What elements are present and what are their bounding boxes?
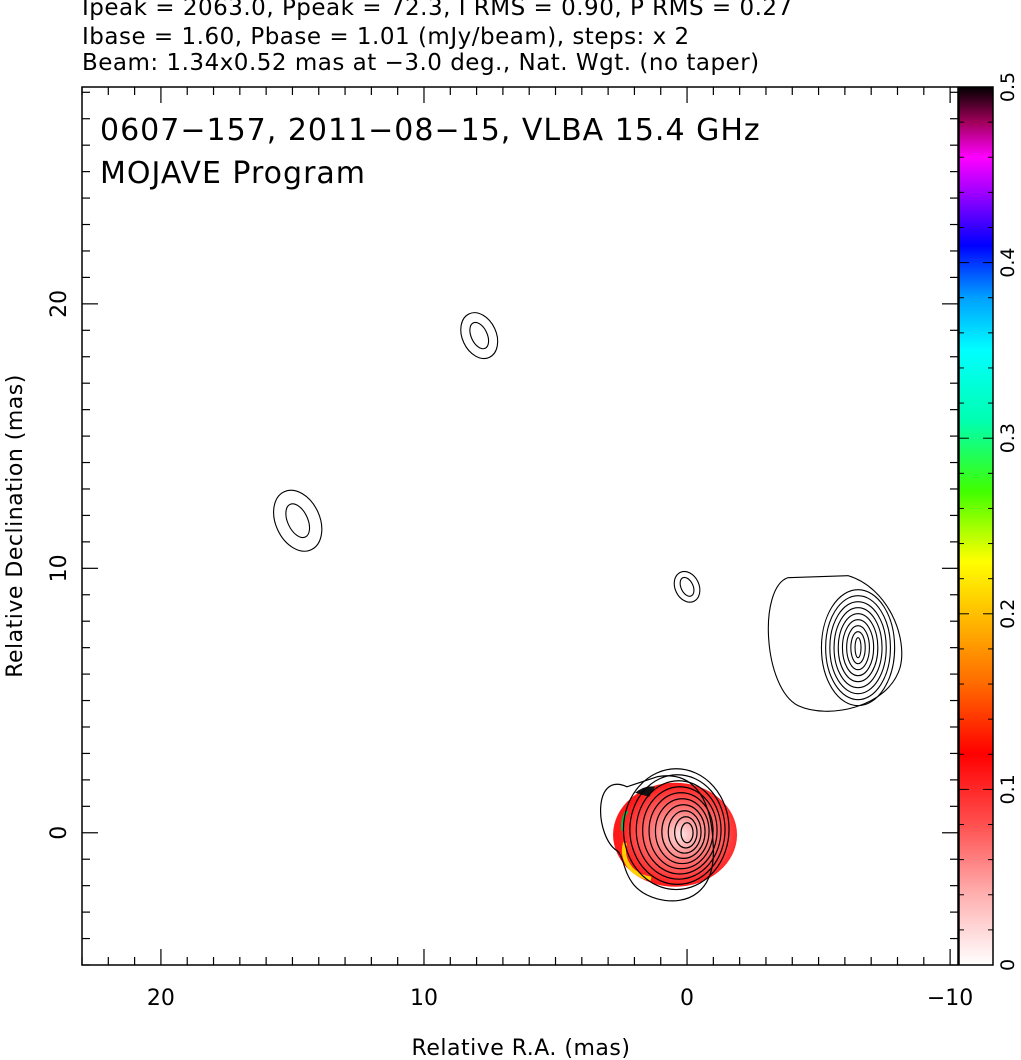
colorbar-tick-label: 0.5 xyxy=(997,72,1019,102)
axis-ticks: 20 10 0 −10 0 10 20 xyxy=(47,87,973,1011)
knot-contour xyxy=(460,312,499,360)
core-contour xyxy=(680,822,694,844)
header-line-2: Ibase = 1.60, Pbase = 1.01 (mJy/beam), s… xyxy=(82,24,690,50)
core-contour xyxy=(622,768,730,891)
y-axis-label: Relative Declination (mas) xyxy=(3,374,28,678)
colorbar-tick-label: 0.4 xyxy=(997,247,1019,277)
jet-contour xyxy=(837,613,879,683)
jet-contour xyxy=(854,637,862,659)
header-line-1: Ipeak = 2063.0, Ppeak = 72.3, I RMS = 0.… xyxy=(82,0,793,21)
knot-inner-contour xyxy=(679,576,695,597)
plot-frame xyxy=(81,86,959,966)
jet-contour xyxy=(829,601,887,695)
core-contour xyxy=(661,804,706,859)
jet-contour xyxy=(841,619,875,677)
plot-title-line-2: MOJAVE Program xyxy=(100,156,366,191)
colorbar-tick-label: 0.3 xyxy=(997,423,1019,453)
colorbar-tick-label: 0 xyxy=(997,959,1019,971)
x-tick-label: 0 xyxy=(680,986,694,1011)
core-outer-contour xyxy=(600,775,714,902)
colorbar xyxy=(958,86,994,966)
core-polarization-edge-green xyxy=(621,809,629,832)
x-tick-label: 10 xyxy=(410,986,438,1011)
data-layer xyxy=(273,312,903,902)
y-tick-label: 10 xyxy=(47,554,72,582)
y-tick-label: 20 xyxy=(47,290,72,318)
knot-contour xyxy=(273,489,323,552)
colorbar-tick-label: 0.2 xyxy=(997,599,1019,629)
jet-contour xyxy=(833,607,883,689)
core-contour xyxy=(642,786,718,875)
header-line-3: Beam: 1.34x0.52 mas at −3.0 deg., Nat. W… xyxy=(82,50,760,76)
core-contour xyxy=(648,792,714,870)
core-contour xyxy=(654,798,710,865)
y-tick-label: 0 xyxy=(47,826,72,840)
x-axis-label: Relative R.A. (mas) xyxy=(412,1036,631,1060)
x-tick-label: 20 xyxy=(147,986,175,1011)
core-contour xyxy=(674,816,698,849)
plot-title-line-1: 0607−157, 2011−08−15, VLBA 15.4 GHz xyxy=(100,113,761,148)
knot-inner-contour xyxy=(469,321,490,350)
jet-contour xyxy=(850,631,866,665)
knot-inner-contour xyxy=(285,503,311,539)
core-contour xyxy=(635,780,722,880)
jet-contour xyxy=(820,589,896,707)
core-contour xyxy=(629,774,726,885)
colorbar-ticks: 0 0.1 0.2 0.3 0.4 0.5 xyxy=(959,72,1019,971)
x-tick-label: −10 xyxy=(927,986,973,1011)
jet-contour xyxy=(846,625,870,671)
jet-outer-contour xyxy=(767,575,903,712)
core-contour xyxy=(667,810,702,854)
jet-contour xyxy=(825,595,891,701)
colorbar-tick-label: 0.1 xyxy=(997,774,1019,804)
knot-contour xyxy=(673,570,701,603)
